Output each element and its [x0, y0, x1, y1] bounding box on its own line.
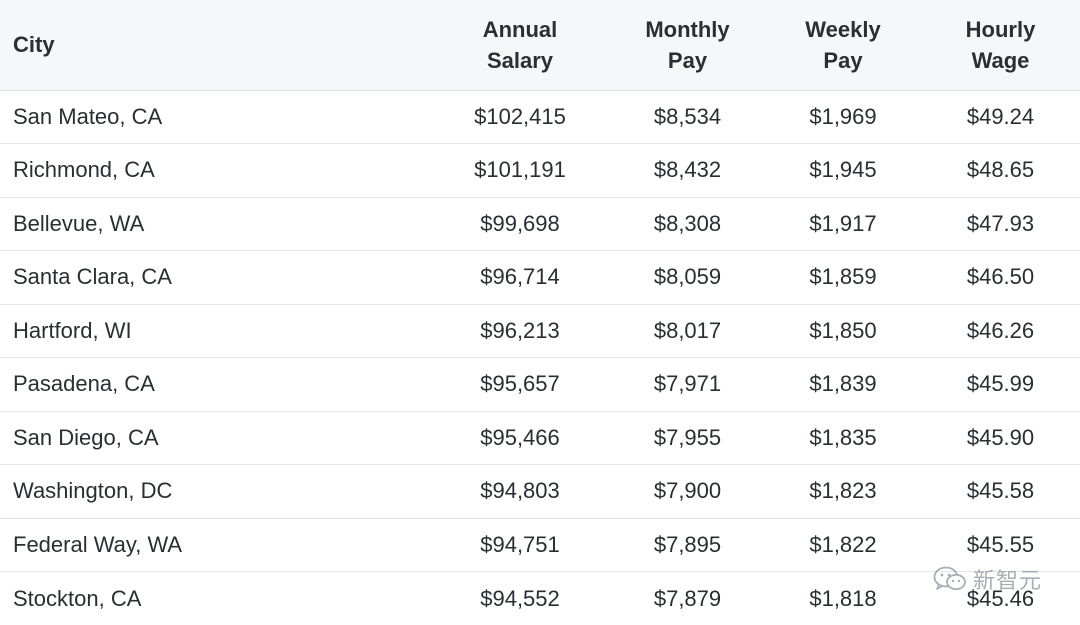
- cell-annual-salary: $101,191: [430, 143, 610, 198]
- cell-weekly-pay: $1,818: [809, 585, 877, 611]
- cell-annual-salary: $94,803: [430, 464, 610, 519]
- cell-annual-salary: $95,657: [430, 357, 610, 412]
- cell-city: Richmond, CA: [0, 143, 430, 198]
- header-monthly-line2: Pay: [667, 47, 708, 73]
- table-body: San Mateo, CA $102,415 $8,534 $1,969 $49…: [0, 90, 1080, 625]
- cell-city: Bellevue, WA: [0, 197, 430, 251]
- header-annual-salary[interactable]: Annual Salary: [430, 0, 610, 91]
- header-city[interactable]: City: [0, 0, 430, 91]
- cell-hourly-wage: $46.26: [921, 304, 1080, 358]
- cell-annual-salary: $94,751: [430, 518, 610, 572]
- cell-city: Hartford, WI: [0, 304, 430, 358]
- header-hourly-wage[interactable]: Hourly Wage: [921, 0, 1080, 91]
- cell-city: Stockton, CA: [13, 585, 142, 611]
- table-header: City Annual Salary Monthly Pay Weekly Pay H…: [0, 0, 1080, 91]
- cell-city: Pasadena, CA: [0, 357, 430, 412]
- cell-monthly-pay: $8,017: [610, 304, 765, 358]
- table-row: Bellevue, WA $99,698 $8,308 $1,917 $47.9…: [0, 197, 1080, 251]
- table-row: Washington, DC $94,803 $7,900 $1,823 $45…: [0, 464, 1080, 519]
- table-row: San Mateo, CA $102,415 $8,534 $1,969 $49…: [0, 90, 1080, 144]
- cell-weekly-pay: $1,823: [765, 464, 921, 519]
- table-row: Federal Way, WA $94,751 $7,895 $1,822 $4…: [0, 518, 1080, 572]
- cell-hourly-wage: $48.65: [921, 143, 1080, 198]
- cell-monthly-pay: $8,534: [610, 90, 765, 144]
- cell-annual-salary: $99,698: [430, 197, 610, 251]
- table-row: San Diego, CA $95,466 $7,955 $1,835 $45.…: [0, 411, 1080, 465]
- cell-weekly-pay: $1,822: [765, 518, 921, 572]
- cell-weekly-pay: $1,839: [765, 357, 921, 412]
- cell-weekly-pay: $1,917: [765, 197, 921, 251]
- header-annual-line1: Annual: [482, 16, 558, 42]
- cell-hourly-wage: $49.24: [921, 90, 1080, 144]
- header-hourly-line1: Hourly: [965, 16, 1036, 42]
- cell-annual-salary: $94,552: [480, 585, 560, 611]
- cell-monthly-pay: $7,971: [610, 357, 765, 412]
- cell-hourly-wage: $47.93: [921, 197, 1080, 251]
- cell-hourly-wage: $45.58: [921, 464, 1080, 519]
- cell-city: San Diego, CA: [0, 411, 430, 465]
- cell-hourly-wage: $46.50: [921, 250, 1080, 305]
- cell-monthly-pay: $8,308: [610, 197, 765, 251]
- cell-city: Federal Way, WA: [0, 518, 430, 572]
- header-row: City Annual Salary Monthly Pay Weekly Pay H…: [0, 0, 1080, 91]
- header-monthly-line1: Monthly: [645, 16, 730, 42]
- cell-annual-salary: $96,213: [430, 304, 610, 358]
- table-row: Pasadena, CA $95,657 $7,971 $1,839 $45.9…: [0, 357, 1080, 412]
- cell-weekly-pay: $1,969: [765, 90, 921, 144]
- header-annual-line2: Salary: [486, 47, 554, 73]
- table-row: Hartford, WI $96,213 $8,017 $1,850 $46.2…: [0, 304, 1080, 358]
- cell-monthly-pay: $7,879: [653, 585, 722, 611]
- cell-hourly-wage: $45.46: [966, 585, 1035, 611]
- cell-monthly-pay: $8,432: [610, 143, 765, 198]
- header-city-label: City: [13, 32, 55, 58]
- header-weekly-pay[interactable]: Weekly Pay: [765, 0, 921, 91]
- cell-weekly-pay: $1,945: [765, 143, 921, 198]
- header-monthly-pay[interactable]: Monthly Pay: [610, 0, 765, 91]
- cell-weekly-pay: $1,859: [765, 250, 921, 305]
- header-weekly-line2: Pay: [823, 47, 863, 73]
- cell-hourly-wage: $45.99: [921, 357, 1080, 412]
- cell-annual-salary: $96,714: [430, 250, 610, 305]
- cell-hourly-wage: $45.55: [921, 518, 1080, 572]
- cell-annual-salary: $102,415: [430, 90, 610, 144]
- cell-city: San Mateo, CA: [0, 90, 430, 144]
- cell-monthly-pay: $7,895: [610, 518, 765, 572]
- cell-city: Santa Clara, CA: [0, 250, 430, 305]
- cell-annual-salary: $95,466: [430, 411, 610, 465]
- cell-city: Washington, DC: [0, 464, 430, 519]
- table-row: Santa Clara, CA $96,714 $8,059 $1,859 $4…: [0, 250, 1080, 305]
- cell-weekly-pay: $1,850: [765, 304, 921, 358]
- cell-monthly-pay: $7,955: [610, 411, 765, 465]
- cell-hourly-wage: $45.90: [921, 411, 1080, 465]
- cell-weekly-pay: $1,835: [765, 411, 921, 465]
- header-weekly-line1: Weekly: [805, 16, 881, 42]
- header-hourly-line2: Wage: [971, 47, 1030, 73]
- table-row: Richmond, CA $101,191 $8,432 $1,945 $48.…: [0, 143, 1080, 198]
- table-row: Stockton, CA $94,552 $7,879 $1,818 $45.4…: [0, 572, 1080, 625]
- cell-monthly-pay: $7,900: [610, 464, 765, 519]
- cell-monthly-pay: $8,059: [610, 250, 765, 305]
